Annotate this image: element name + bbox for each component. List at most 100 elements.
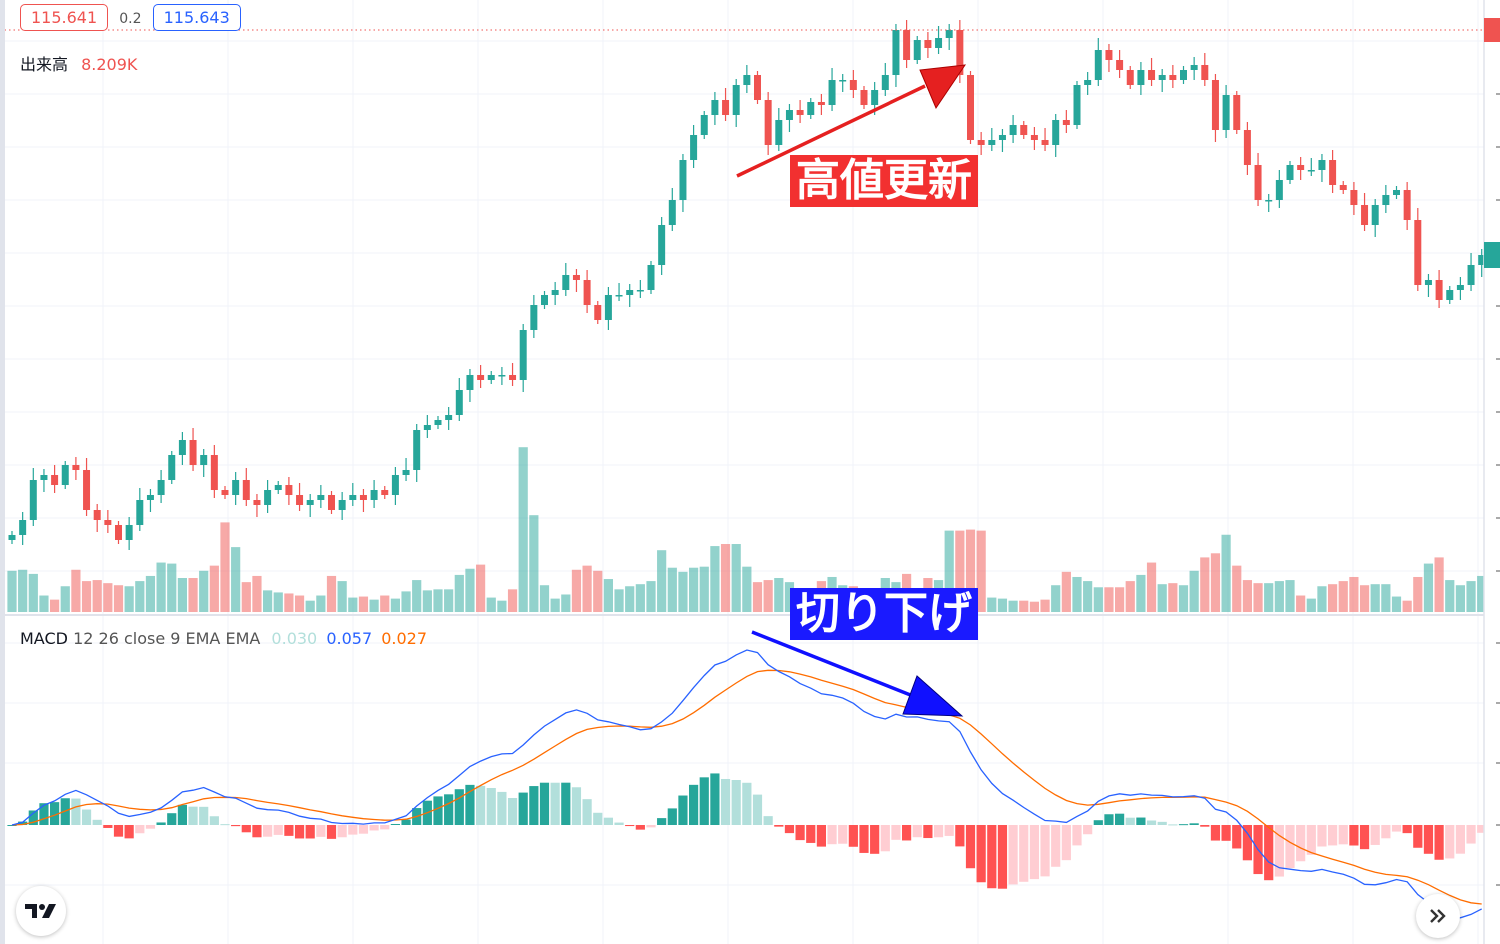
volume-bar	[454, 574, 464, 612]
volume-bar	[1136, 574, 1146, 612]
macd-histogram-bar	[1391, 825, 1402, 832]
candle-body	[402, 470, 410, 475]
candle-body	[828, 80, 836, 105]
macd-histogram-bar	[1306, 825, 1316, 855]
candle-body	[1382, 195, 1390, 205]
candle-body	[1361, 205, 1369, 225]
volume-bar	[1221, 534, 1231, 612]
volume-bar	[7, 570, 17, 612]
macd-histogram-bar	[156, 822, 166, 825]
macd-histogram-bar	[976, 825, 986, 883]
candle-body	[658, 225, 666, 265]
candle-body	[1446, 290, 1454, 300]
price-axis[interactable]	[1484, 0, 1500, 944]
macd-histogram-bar	[827, 825, 837, 845]
candle-body	[913, 40, 921, 60]
volume-bar	[1381, 584, 1391, 612]
volume-bar	[1338, 581, 1348, 612]
candle-body	[487, 375, 495, 380]
macd-histogram-bar	[848, 825, 858, 847]
macd-histogram-bar	[326, 825, 337, 839]
volume-bar	[1242, 580, 1252, 612]
candle-body	[1233, 95, 1241, 130]
candle-body	[871, 90, 879, 105]
scroll-to-realtime-button[interactable]	[1416, 894, 1460, 938]
candle-body	[72, 465, 80, 470]
macd-histogram-bar	[699, 777, 709, 825]
candle-body	[1105, 50, 1113, 60]
macd-histogram-bar	[539, 782, 550, 825]
macd-histogram-bar	[380, 825, 390, 830]
macd-histogram-bar	[678, 795, 688, 825]
volume-bar	[71, 569, 81, 612]
candle-body	[998, 135, 1006, 140]
tradingview-logo[interactable]	[16, 886, 66, 936]
candle-body	[860, 90, 868, 105]
macd-histogram-bar	[1093, 820, 1103, 825]
volume-bar	[305, 600, 315, 612]
macd-histogram-bar	[518, 792, 528, 825]
macd-histogram-bar	[1168, 824, 1178, 826]
macd-histogram-bar	[465, 784, 475, 825]
volume-bar	[50, 599, 60, 612]
volume-bar	[1477, 575, 1487, 612]
volume-bar	[1423, 563, 1434, 612]
macd-histogram-bar	[177, 804, 187, 825]
candle-body	[19, 520, 27, 535]
candle-body	[1456, 285, 1464, 290]
macd-line	[11, 649, 1482, 919]
bid-price-label	[1484, 18, 1500, 42]
macd-histogram-bar	[433, 796, 443, 825]
high-update-arrow	[736, 64, 967, 178]
candle-body	[40, 475, 48, 480]
volume-bar	[657, 550, 667, 612]
macd-histogram-bar	[337, 825, 347, 838]
volume-bar	[1285, 580, 1295, 612]
macd-histogram-bar	[39, 803, 49, 825]
macd-histogram-bar	[944, 825, 954, 836]
volume-legend[interactable]: 出来高 8.209K	[20, 51, 137, 75]
macd-histogram-bar	[7, 825, 17, 826]
macd-histogram-bar	[1370, 825, 1380, 845]
volume-bar	[1445, 580, 1455, 612]
macd-histogram-bar	[369, 825, 379, 831]
macd-histogram-bar	[358, 825, 369, 834]
macd-histogram-bar	[92, 819, 102, 825]
candle-body	[1350, 190, 1358, 205]
candle-body	[1158, 75, 1166, 80]
volume-label: 出来高	[20, 55, 69, 74]
macd-histogram-bar	[220, 824, 230, 826]
candle-body	[1190, 65, 1198, 70]
macd-histogram-bar	[965, 825, 976, 869]
volume-bar	[582, 565, 592, 612]
candle-body	[594, 305, 602, 320]
candle-body	[1286, 165, 1294, 180]
volume-bar	[1168, 583, 1178, 612]
candle-body	[178, 440, 186, 455]
macd-legend[interactable]: MACD 12 26 close 9 EMA EMA 0.030 0.057 0…	[20, 629, 427, 648]
macd-title: MACD	[20, 629, 68, 648]
macd-histogram-bar	[603, 817, 613, 825]
candle-body	[977, 140, 985, 145]
macd-signal-value: 0.027	[381, 629, 428, 648]
buy-price-button[interactable]: 115.643	[152, 4, 241, 31]
candle-body	[1297, 165, 1305, 170]
sell-price-button[interactable]: 115.641	[20, 4, 109, 31]
candle-body	[839, 80, 847, 82]
candle-body	[146, 495, 154, 500]
volume-bar	[667, 567, 677, 612]
macd-histogram-bar	[1359, 825, 1370, 850]
candle-body	[636, 290, 644, 292]
volume-bar	[944, 530, 954, 612]
volume-bar	[135, 581, 145, 612]
candle-body	[764, 100, 772, 145]
macd-histogram-bar	[1210, 825, 1221, 841]
volume-bar	[294, 595, 305, 612]
candle-body	[8, 535, 16, 540]
macd-signal-line	[11, 669, 1482, 905]
volume-bar	[231, 547, 241, 612]
macd-histogram-bar	[571, 787, 582, 825]
volume-bar	[188, 578, 198, 612]
candle-body	[349, 495, 357, 500]
